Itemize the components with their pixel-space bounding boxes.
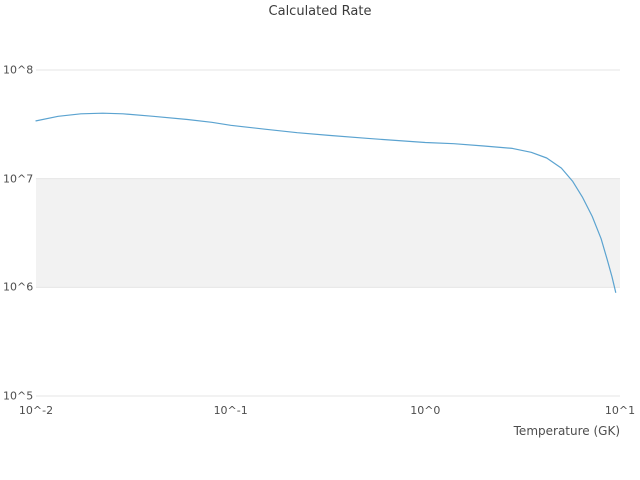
y-tick-label: 10^8: [3, 63, 34, 77]
x-tick-label: 10^1: [604, 404, 636, 417]
x-tick-label: 10^0: [410, 404, 441, 417]
y-tick-label: 10^5: [3, 389, 34, 403]
y-tick-label: 10^7: [3, 172, 34, 186]
shaded-band: [36, 178, 620, 288]
x-tick-label: 10^-1: [213, 404, 248, 417]
data-line-calculated-rate: [35, 112, 617, 293]
y-tick-label: 10^6: [3, 280, 34, 294]
x-tick-label: 10^-2: [18, 404, 54, 417]
x-axis-label: Temperature (GK): [513, 424, 620, 438]
chart-title: Calculated Rate: [268, 4, 372, 19]
